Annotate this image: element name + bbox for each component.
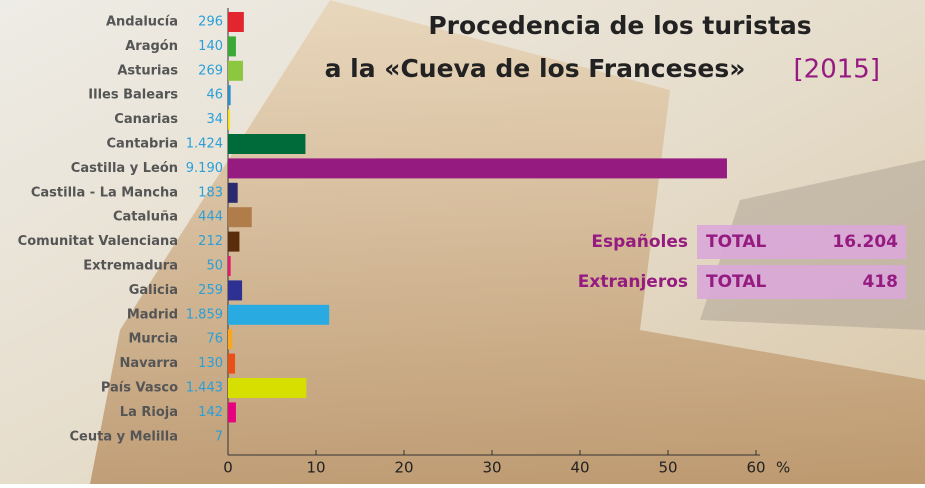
totals-name: Españoles [591,232,688,252]
bar [228,280,242,300]
count-label: 1.859 [186,307,223,322]
x-tick-label: 40 [570,459,589,477]
bar [228,85,231,105]
count-label: 7 [215,429,223,444]
x-tick-label: 60 [746,459,765,477]
bar [228,329,232,349]
category-label: Castilla y León [71,161,178,176]
bar [228,110,230,130]
category-label: Galicia [129,283,178,298]
category-label: Comunitat Valenciana [18,234,178,249]
count-label: 1.443 [186,381,223,396]
chart: Procedencia de los turistas a la «Cueva … [0,0,925,484]
category-label: Asturias [117,63,178,78]
bar [228,378,306,398]
count-label: 9.190 [186,161,223,176]
count-label: 34 [206,112,223,127]
bar [228,232,239,252]
bar [228,402,236,422]
category-label: Madrid [127,307,178,322]
category-label: Navarra [120,356,179,371]
count-label: 183 [198,185,223,200]
x-tick-label: 30 [482,459,501,477]
bar [228,207,252,227]
count-label: 444 [198,210,223,225]
bar [228,305,329,325]
x-tick-label: 20 [394,459,413,477]
totals-value: 418 [863,272,899,292]
x-axis-unit: % [776,459,790,477]
bar [228,61,243,81]
chart-title: a la «Cueva de los Franceses» [325,54,746,83]
category-label: Aragón [125,39,178,54]
category-label: Andalucía [106,15,178,30]
category-label: Extremadura [83,259,178,274]
bar [228,158,727,178]
count-label: 50 [206,259,223,274]
count-label: 130 [198,356,223,371]
x-tick-label: 10 [306,459,325,477]
count-label: 76 [206,332,223,347]
totals-label: TOTAL [706,232,766,252]
totals-value: 16.204 [832,232,898,252]
bar [228,12,244,32]
x-tick-label: 50 [658,459,677,477]
chart-subtitle: [2015] [794,55,880,85]
category-label: La Rioja [120,405,178,420]
category-label: Ceuta y Melilla [70,429,178,444]
count-label: 1.424 [186,137,223,152]
totals-name: Extranjeros [578,272,688,292]
totals-label: TOTAL [706,272,766,292]
chart-title: Procedencia de los turistas [428,11,811,40]
count-label: 140 [198,39,223,54]
bar [228,354,235,374]
count-label: 269 [198,63,223,78]
bar [228,256,231,276]
bar [228,183,238,203]
bar [228,134,305,154]
count-label: 46 [206,88,223,103]
category-label: Cataluña [113,210,178,225]
count-label: 212 [198,234,223,249]
count-label: 142 [198,405,223,420]
category-label: Cantabria [107,137,179,152]
x-tick-label: 0 [223,459,233,477]
bar [228,36,236,56]
category-label: Illes Balears [88,88,178,103]
count-label: 296 [198,15,223,30]
category-label: País Vasco [101,381,178,396]
category-label: Canarias [114,112,178,127]
category-label: Murcia [128,332,178,347]
count-label: 259 [198,283,223,298]
category-label: Castilla - La Mancha [31,185,178,200]
